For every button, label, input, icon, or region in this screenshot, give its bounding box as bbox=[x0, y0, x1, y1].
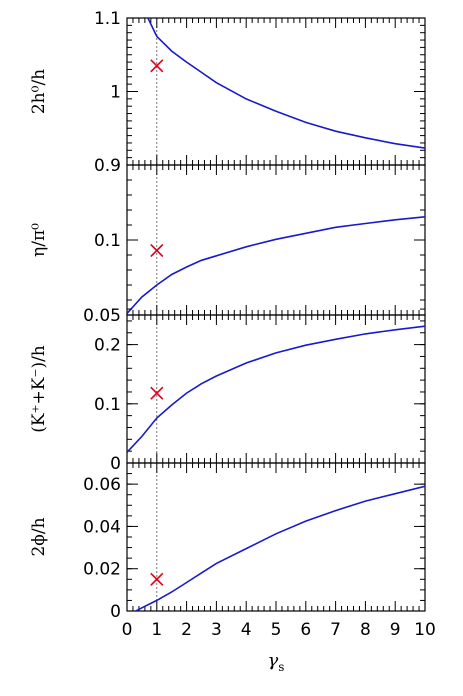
y-tick-label: 0.06 bbox=[83, 475, 121, 495]
y-tick-label: 0.9 bbox=[94, 156, 121, 176]
series-curve bbox=[127, 325, 425, 453]
panel-frame bbox=[126, 17, 426, 166]
x-axis-label-sub: s bbox=[278, 660, 284, 674]
x-tick-label: 8 bbox=[360, 620, 371, 640]
panel-frame bbox=[126, 314, 426, 464]
y-axis-label: 2ϕ/h bbox=[29, 517, 49, 556]
x-axis-label-main: γ bbox=[268, 650, 279, 671]
x-tick-label: 2 bbox=[181, 620, 192, 640]
x-tick-label: 4 bbox=[241, 620, 252, 640]
x-tick-label: 1 bbox=[151, 620, 162, 640]
data-marker bbox=[150, 572, 164, 586]
y-tick-label: 0.2 bbox=[94, 336, 121, 356]
panels-layer: 0.911.12h⁰/h0.050.1η/π⁰00.10.2(K⁺+K⁻)/h0… bbox=[29, 9, 426, 622]
x-tick-label: 3 bbox=[211, 620, 222, 640]
panel-1: 0.9 1 1.1 2h⁰/h bbox=[29, 9, 426, 176]
y-tick-label: 0.04 bbox=[83, 517, 121, 537]
panel-3: 0 0.1 0.2 (K⁺+K⁻)/h bbox=[29, 308, 426, 474]
y-tick-label: 0 bbox=[110, 454, 121, 474]
y-tick-label: 1 bbox=[110, 83, 121, 103]
y-tick-label: 0.1 bbox=[94, 231, 121, 251]
panel-4: 0 0.02 0.04 0.06 2ϕ/h bbox=[29, 462, 426, 622]
y-tick-label: 0.05 bbox=[83, 306, 121, 326]
x-tick-label: 9 bbox=[390, 620, 401, 640]
x-tick-label: 6 bbox=[300, 620, 311, 640]
y-tick-label: 1.1 bbox=[94, 9, 121, 29]
y-axis-label: η/π⁰ bbox=[29, 223, 49, 257]
panel-frame bbox=[126, 462, 426, 612]
x-tick-label: 0 bbox=[122, 620, 133, 640]
y-axis-label: 2h⁰/h bbox=[29, 69, 49, 114]
series-curve bbox=[135, 485, 425, 611]
x-tick-label: 7 bbox=[330, 620, 341, 640]
panel-2: 0.05 0.1 η/π⁰ bbox=[29, 164, 426, 326]
y-tick-label: 0.02 bbox=[83, 560, 121, 580]
y-axis-label: (K⁺+K⁻)/h bbox=[29, 345, 49, 433]
x-tick-label: 5 bbox=[271, 620, 282, 640]
x-tick-label: 10 bbox=[414, 620, 436, 640]
x-axis-label: γs bbox=[268, 650, 285, 674]
y-tick-label: 0.1 bbox=[94, 395, 121, 415]
data-marker bbox=[150, 59, 164, 73]
x-axis: 0 1 2 3 4 5 6 7 8 9 10 bbox=[122, 620, 436, 640]
series-curve bbox=[147, 18, 425, 149]
data-marker bbox=[150, 243, 164, 258]
series-curve bbox=[127, 216, 425, 315]
y-tick-label: 0 bbox=[110, 602, 121, 622]
data-marker bbox=[150, 386, 164, 400]
